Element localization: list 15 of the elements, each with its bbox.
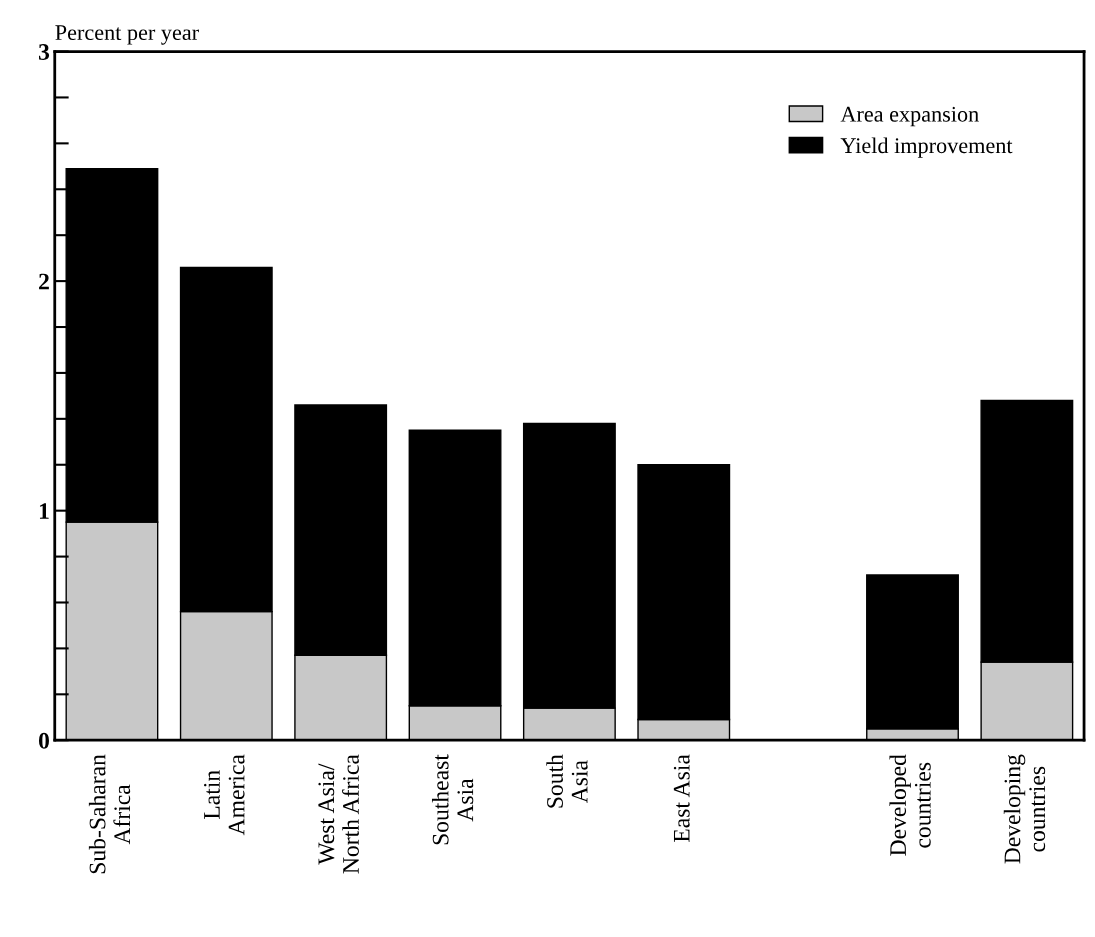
x-tick-label: South Asia [546,754,588,808]
y-axis-title: Percent per year [55,25,199,45]
legend-label: Area expansion [840,106,979,127]
x-tick-label: West Asia/ North Africa [318,754,359,874]
y-tick-label: 3 [38,44,50,60]
x-tick-label: Latin America [204,754,245,836]
y-tick-label: 2 [39,273,49,290]
x-tick-label: Developing countries [1003,754,1046,864]
y-tick-label: 1 [39,503,49,519]
x-tick-label: Developed countries [889,754,931,856]
legend-label: Yield improvement [840,137,1013,158]
x-tick-label: East Asia [673,754,690,842]
y-tick-label: 0 [38,732,49,749]
x-tick-label: Southeast Asia [431,754,474,845]
x-tick-label: Sub-Saharan Africa [88,754,131,874]
